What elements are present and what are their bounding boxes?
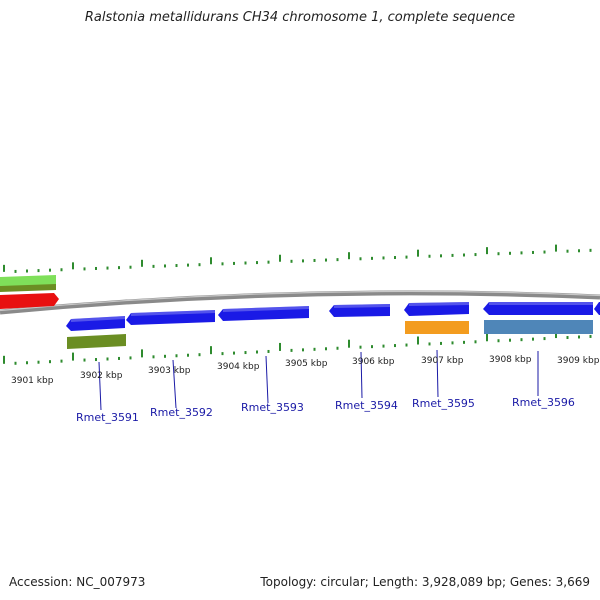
gene-box-rmet-3596 xyxy=(484,320,593,334)
kbp-label: 3903 kbp xyxy=(148,366,191,376)
gene-box-rmet-3591 xyxy=(67,334,126,349)
cds-arrow-rmet-3592 xyxy=(126,310,215,325)
gene-label-rmet-3594[interactable]: Rmet_3594 xyxy=(335,399,398,412)
chromosome-backbone-highlight xyxy=(0,290,600,312)
kbp-label: 3907 kbp xyxy=(421,356,464,366)
gene-label-rmet-3595[interactable]: Rmet_3595 xyxy=(412,397,475,410)
kbp-label: 3908 kbp xyxy=(489,355,532,365)
chromosome-backbone xyxy=(0,290,600,315)
gene-label-rmet-3593[interactable]: Rmet_3593 xyxy=(241,401,304,414)
kbp-label: 3906 kbp xyxy=(352,357,395,367)
kbp-label: 3909 kbp xyxy=(557,356,600,366)
arrow-highlights xyxy=(71,302,593,322)
cds-arrow-rmet-3595 xyxy=(404,302,469,316)
topology-label: Topology: circular; Length: 3,928,089 bp… xyxy=(260,575,590,589)
gene-label-rmet-3596[interactable]: Rmet_3596 xyxy=(512,396,575,409)
accession-label: Accession: NC_007973 xyxy=(9,575,146,589)
cds-arrow-rmet-3591 xyxy=(66,316,125,331)
kbp-label: 3905 kbp xyxy=(285,359,328,369)
cds-arrow-rmet-3596 xyxy=(483,302,593,315)
feature-red-arrow xyxy=(0,293,59,309)
map-title: Ralstonia metallidurans CH34 chromosome … xyxy=(84,10,516,25)
cds-arrow-edge xyxy=(594,302,600,315)
kbp-label: 3904 kbp xyxy=(217,362,260,372)
upper-tick-row xyxy=(3,244,592,273)
feature-light-green xyxy=(0,275,56,287)
feature-olive-green xyxy=(0,284,56,292)
kbp-label: 3902 kbp xyxy=(80,371,123,381)
cds-arrow-rmet-3593 xyxy=(218,306,309,321)
cds-arrow-rmet-3594 xyxy=(329,304,390,317)
gene-leader-lines xyxy=(98,349,539,411)
kbp-label: 3901 kbp xyxy=(11,376,54,386)
gene-box-rmet-3595 xyxy=(405,321,469,334)
lower-tick-row xyxy=(3,330,592,365)
gene-label-rmet-3592[interactable]: Rmet_3592 xyxy=(150,406,213,419)
gene-label-rmet-3591[interactable]: Rmet_3591 xyxy=(76,411,139,424)
